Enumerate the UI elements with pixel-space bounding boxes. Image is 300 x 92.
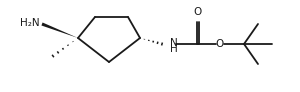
Text: H: H xyxy=(170,44,178,54)
Polygon shape xyxy=(41,23,78,38)
Text: O: O xyxy=(216,39,224,49)
Text: O: O xyxy=(194,7,202,17)
Text: N: N xyxy=(170,38,178,47)
Text: H₂N: H₂N xyxy=(20,18,40,28)
